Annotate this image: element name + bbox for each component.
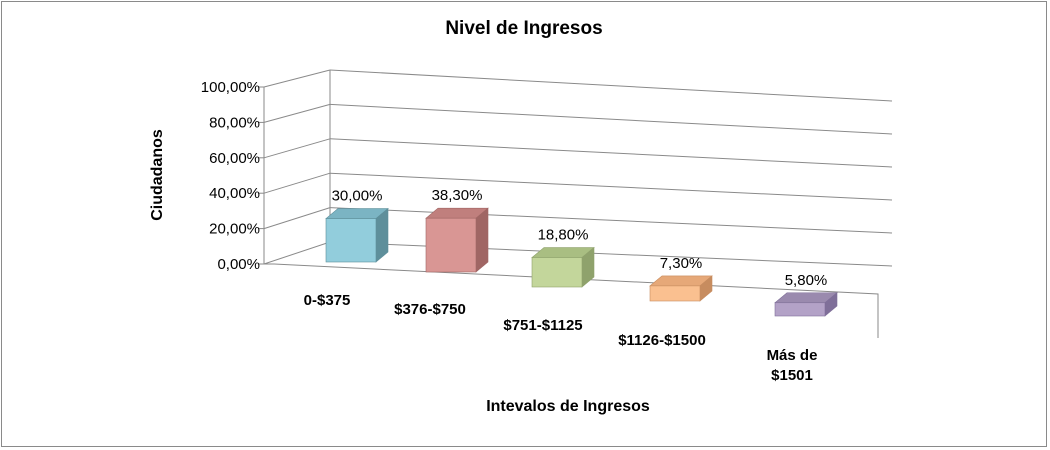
bar [325, 218, 377, 263]
gridline [329, 207, 893, 234]
side-gridline [263, 172, 331, 194]
bar [774, 302, 826, 317]
gridline [329, 241, 893, 267]
gridline [329, 103, 893, 135]
bar [649, 285, 701, 302]
data-label: 30,00% [332, 188, 383, 205]
data-label: 5,80% [785, 272, 828, 289]
gridline [329, 69, 893, 102]
data-label: 38,30% [432, 187, 483, 204]
category-label: $1501 [771, 367, 813, 384]
side-gridline [263, 138, 331, 159]
chart-title: Nivel de Ingresos [445, 18, 603, 39]
bar [531, 257, 583, 288]
y-tick-label: 0,00% [217, 256, 260, 273]
y-tick-label: 60,00% [209, 150, 260, 167]
side-gridline [263, 69, 331, 88]
y-tick-label: 100,00% [201, 79, 260, 96]
bar [425, 217, 477, 273]
y-tick-label: 20,00% [209, 221, 260, 238]
category-label: 0-$375 [304, 292, 351, 309]
data-label: 18,80% [538, 227, 589, 244]
side-gridline [263, 207, 331, 230]
y-tick-label: 40,00% [209, 185, 260, 202]
gridline [329, 172, 893, 201]
side-gridline [263, 103, 331, 123]
gridline [329, 138, 893, 168]
axis-wall-outline [263, 87, 879, 338]
category-label: $376-$750 [394, 301, 466, 318]
y-tick-label: 80,00% [209, 114, 260, 131]
x-axis-title: Intevalos de Ingresos [486, 398, 650, 415]
category-label: Más de [767, 347, 818, 364]
side-gridline [263, 241, 331, 265]
data-label: 7,30% [660, 255, 703, 272]
category-label: $1126-$1500 [618, 332, 706, 349]
category-label: $751-$1125 [503, 317, 582, 334]
bar-side [475, 207, 489, 273]
